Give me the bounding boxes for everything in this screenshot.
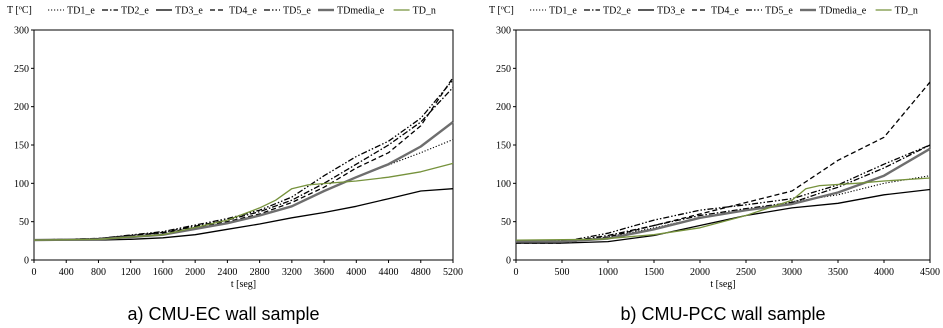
- x-tick-label: 1200: [121, 267, 141, 278]
- y-tick-label: 200: [14, 102, 29, 113]
- y-tick-label: 300: [496, 26, 511, 37]
- series-line-td5-e: [33, 79, 454, 241]
- y-tick-label: 250: [14, 64, 29, 75]
- x-tick-label: 1000: [598, 267, 618, 278]
- legend-label: TD1_e: [549, 6, 577, 17]
- x-tick-label: 1600: [153, 267, 173, 278]
- chart-caption: b) CMU-PCC wall sample: [620, 304, 825, 324]
- chart-a: 0 50 100 150 200 250 300 0 400 800 1200 1600 2000 240…: [7, 5, 463, 324]
- series-line-tdmedia-e: [516, 147, 931, 243]
- y-tick-label: 100: [14, 179, 29, 190]
- legend-label: TD4_e: [229, 6, 257, 17]
- y-tick-label: 50: [19, 217, 29, 228]
- plot-frame: [33, 29, 454, 261]
- x-tick-label: 0: [514, 267, 519, 278]
- x-tick-label: 1500: [644, 267, 664, 278]
- x-tick-label: 5200: [443, 267, 463, 278]
- y-tick-label: 200: [496, 102, 511, 113]
- y-axis-label: T [ºC]: [7, 5, 32, 16]
- series-line-td-n: [515, 177, 931, 241]
- x-tick-label: 0: [32, 267, 37, 278]
- legend-label: TD3_e: [657, 6, 685, 17]
- series-line-td4-e: [516, 81, 931, 244]
- y-tick-label: 0: [506, 256, 511, 267]
- y-axis-label: T [ºC]: [489, 5, 514, 16]
- x-tick-label: 800: [91, 267, 106, 278]
- legend-label: TD1_e: [67, 6, 95, 17]
- x-tick-label: 4500: [920, 267, 940, 278]
- x-axis-label: t [seg]: [710, 279, 735, 290]
- x-tick-label: 3200: [282, 267, 302, 278]
- x-tick-label: 3000: [782, 267, 802, 278]
- x-tick-label: 2400: [217, 267, 237, 278]
- y-tick-label: 50: [501, 217, 511, 228]
- series-line-td5-e: [515, 144, 931, 242]
- y-tick-label: 250: [496, 64, 511, 75]
- legend-label: TD_n: [895, 6, 918, 17]
- x-tick-label: 500: [555, 267, 570, 278]
- series-line-td-n: [33, 162, 454, 241]
- legend-label: TDmedia_e: [819, 6, 867, 17]
- legend-label: TD5_e: [765, 6, 793, 17]
- y-tick-label: 150: [496, 141, 511, 152]
- series-line-td1-e: [33, 139, 454, 241]
- series-line-td3-e: [516, 188, 931, 244]
- y-tick-label: 0: [24, 256, 29, 267]
- legend-label: TD4_e: [711, 6, 739, 17]
- x-tick-label: 4400: [379, 267, 399, 278]
- legend-label: TD2_e: [603, 6, 631, 17]
- x-tick-label: 400: [59, 267, 74, 278]
- x-tick-label: 2000: [690, 267, 710, 278]
- x-tick-label: 2000: [185, 267, 205, 278]
- legend-label: TD5_e: [283, 6, 311, 17]
- x-tick-label: 2800: [250, 267, 270, 278]
- chart-caption: a) CMU-EC wall sample: [127, 304, 319, 324]
- legend-label: TDmedia_e: [337, 6, 385, 17]
- x-tick-label: 3600: [314, 267, 334, 278]
- legend-label: TD2_e: [121, 6, 149, 17]
- series-line-td2-e: [516, 144, 931, 242]
- x-tick-label: 4000: [346, 267, 366, 278]
- legend-label: TD_n: [413, 6, 436, 17]
- legend-label: TD3_e: [175, 6, 203, 17]
- x-axis-label: t [seg]: [231, 279, 256, 290]
- series-line-td3-e: [34, 188, 454, 241]
- x-tick-label: 4000: [874, 267, 894, 278]
- series-line-td4-e: [33, 77, 454, 241]
- y-tick-label: 300: [14, 26, 29, 37]
- y-tick-label: 100: [496, 179, 511, 190]
- x-tick-label: 3500: [828, 267, 848, 278]
- x-tick-label: 4800: [411, 267, 431, 278]
- x-tick-label: 2500: [736, 267, 756, 278]
- y-tick-label: 150: [14, 141, 29, 152]
